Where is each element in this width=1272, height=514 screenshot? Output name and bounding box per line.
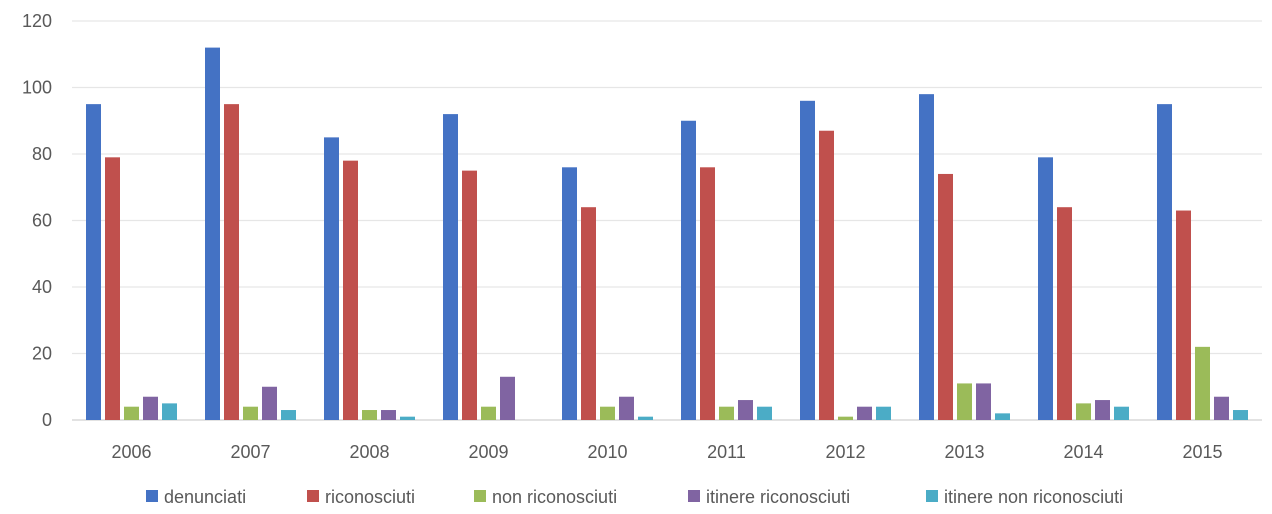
y-tick-label: 80 bbox=[32, 144, 52, 164]
bar-riconosciuti-2015 bbox=[1176, 210, 1191, 420]
bar-riconosciuti-2011 bbox=[700, 167, 715, 420]
legend-label: itinere non riconosciuti bbox=[944, 487, 1123, 507]
bar-itinere-riconosciuti-2009 bbox=[500, 376, 515, 420]
bar-itinere-riconosciuti-2015 bbox=[1214, 396, 1229, 420]
bar-non-riconosciuti-2013 bbox=[957, 383, 972, 420]
y-tick-label: 0 bbox=[42, 410, 52, 430]
bar-non-riconosciuti-2015 bbox=[1195, 346, 1210, 420]
bar-non-riconosciuti-2008 bbox=[362, 410, 377, 420]
bar-itinere-non-riconosciuti-2011 bbox=[757, 406, 772, 420]
x-tick-label: 2007 bbox=[230, 442, 270, 462]
legend: denunciati riconosciuti non riconosciuti it… bbox=[146, 487, 1123, 507]
x-tick-label: 2008 bbox=[349, 442, 389, 462]
legend-label: non riconosciuti bbox=[492, 487, 617, 507]
bar-non-riconosciuti-2014 bbox=[1076, 403, 1091, 420]
bar-itinere-riconosciuti-2010 bbox=[619, 396, 634, 420]
bar-itinere-non-riconosciuti-2010 bbox=[638, 416, 653, 420]
legend-label: riconosciuti bbox=[325, 487, 415, 507]
bar-itinere-non-riconosciuti-2008 bbox=[400, 416, 415, 420]
legend-swatch bbox=[926, 490, 938, 502]
bar-itinere-non-riconosciuti-2007 bbox=[281, 410, 296, 420]
bar-denunciati-2015 bbox=[1157, 104, 1172, 420]
x-tick-label: 2012 bbox=[825, 442, 865, 462]
legend-swatch bbox=[146, 490, 158, 502]
y-tick-label: 60 bbox=[32, 211, 52, 231]
bar-riconosciuti-2010 bbox=[581, 207, 596, 420]
bar-denunciati-2007 bbox=[205, 47, 220, 420]
x-tick-label: 2015 bbox=[1182, 442, 1222, 462]
bar-non-riconosciuti-2010 bbox=[600, 406, 615, 420]
bar-riconosciuti-2007 bbox=[224, 104, 239, 420]
x-tick-label: 2013 bbox=[944, 442, 984, 462]
y-tick-label: 100 bbox=[22, 78, 52, 98]
bar-denunciati-2014 bbox=[1038, 157, 1053, 420]
y-tick-label: 20 bbox=[32, 344, 52, 364]
bar-riconosciuti-2014 bbox=[1057, 207, 1072, 420]
legend-label: itinere riconosciuti bbox=[706, 487, 850, 507]
bar-non-riconosciuti-2007 bbox=[243, 406, 258, 420]
bar-itinere-non-riconosciuti-2006 bbox=[162, 403, 177, 420]
bar-itinere-riconosciuti-2007 bbox=[262, 386, 277, 420]
bar-denunciati-2011 bbox=[681, 120, 696, 420]
bar-non-riconosciuti-2012 bbox=[838, 416, 853, 420]
bar-itinere-non-riconosciuti-2013 bbox=[995, 413, 1010, 420]
bar-itinere-riconosciuti-2012 bbox=[857, 406, 872, 420]
y-axis-ticks: 0 20 40 60 80 100 120 bbox=[22, 11, 52, 430]
x-tick-label: 2006 bbox=[111, 442, 151, 462]
bar-non-riconosciuti-2006 bbox=[124, 406, 139, 420]
bar-itinere-riconosciuti-2008 bbox=[381, 410, 396, 420]
legend-swatch bbox=[307, 490, 319, 502]
bar-denunciati-2010 bbox=[562, 167, 577, 420]
bar-denunciati-2006 bbox=[86, 104, 101, 420]
bar-riconosciuti-2006 bbox=[105, 157, 120, 420]
bar-denunciati-2012 bbox=[800, 100, 815, 421]
bar-denunciati-2009 bbox=[443, 114, 458, 420]
y-tick-label: 40 bbox=[32, 277, 52, 297]
bar-riconosciuti-2013 bbox=[938, 173, 953, 420]
legend-swatch bbox=[688, 490, 700, 502]
legend-label: denunciati bbox=[164, 487, 246, 507]
x-tick-label: 2009 bbox=[468, 442, 508, 462]
x-axis-ticks: 2006 2007 2008 2009 2010 2011 2012 2013 2014 2015 bbox=[111, 442, 1222, 462]
bar-itinere-non-riconosciuti-2015 bbox=[1233, 410, 1248, 420]
x-tick-label: 2010 bbox=[587, 442, 627, 462]
legend-swatch bbox=[474, 490, 486, 502]
bar-non-riconosciuti-2009 bbox=[481, 406, 496, 420]
x-tick-label: 2011 bbox=[707, 442, 746, 462]
x-tick-label: 2014 bbox=[1063, 442, 1103, 462]
bar-itinere-non-riconosciuti-2014 bbox=[1114, 406, 1129, 420]
bar-non-riconosciuti-2011 bbox=[719, 406, 734, 420]
bar-denunciati-2008 bbox=[324, 137, 339, 420]
bar-itinere-riconosciuti-2014 bbox=[1095, 400, 1110, 420]
bar-riconosciuti-2012 bbox=[819, 130, 834, 420]
y-tick-label: 120 bbox=[22, 11, 52, 31]
bar-riconosciuti-2009 bbox=[462, 170, 477, 420]
bar-itinere-non-riconosciuti-2012 bbox=[876, 406, 891, 420]
bars bbox=[86, 47, 1248, 421]
gridlines bbox=[72, 20, 1262, 421]
bar-riconosciuti-2008 bbox=[343, 160, 358, 420]
bar-itinere-riconosciuti-2011 bbox=[738, 400, 753, 420]
bar-itinere-riconosciuti-2013 bbox=[976, 383, 991, 420]
bar-denunciati-2013 bbox=[919, 94, 934, 421]
bar-itinere-riconosciuti-2006 bbox=[143, 396, 158, 420]
